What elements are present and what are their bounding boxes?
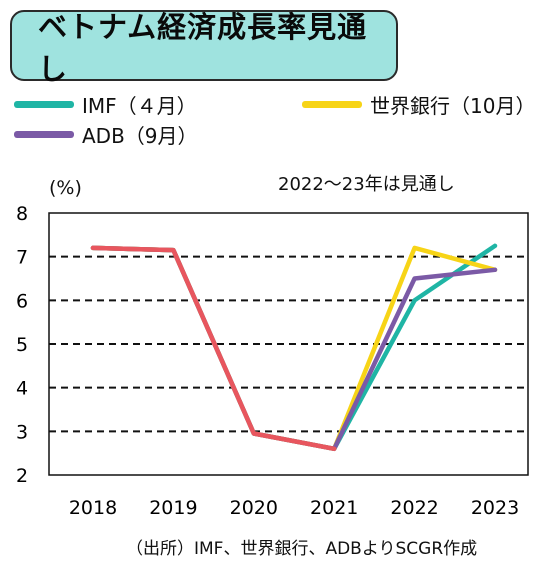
legend-swatch-world-bank (302, 100, 362, 108)
series-line-2 (90, 245, 498, 452)
legend-swatch-adb (14, 130, 74, 138)
y-tick-label: 8 (16, 203, 28, 225)
legend-item-adb: ADB（9月） (14, 122, 198, 148)
title-banner: ベトナム経済成長率見通し (10, 10, 398, 86)
series-lines (90, 243, 498, 452)
axis-labels: 8 7 6 5 4 3 2 2018 2019 2020 2021 2022 2023 (16, 203, 519, 519)
y-tick-label: 6 (16, 290, 28, 312)
x-tick-label: 2023 (471, 497, 519, 519)
x-tick-label: 2019 (149, 497, 197, 519)
plot-frame (48, 212, 529, 476)
y-tick-label: 7 (16, 247, 28, 269)
y-tick-label: 3 (16, 421, 28, 443)
legend-label-world-bank: 世界銀行（10月） (370, 93, 536, 118)
y-tick-label: 5 (16, 334, 28, 356)
legend-item-world-bank: 世界銀行（10月） (302, 92, 536, 118)
legend-label-imf: IMF（４月） (82, 93, 197, 118)
x-tick-label: 2018 (69, 497, 117, 519)
forecast-note: 2022～23年は見通し (278, 174, 455, 195)
series-line-3 (90, 245, 337, 452)
y-tick-label: 4 (16, 378, 28, 400)
chart-title: ベトナム経済成長率見通し (38, 9, 368, 86)
legend-label-adb: ADB（9月） (82, 123, 198, 148)
x-tick-label: 2022 (390, 497, 438, 519)
x-tick-label: 2021 (310, 497, 358, 519)
y-tick-label: 2 (16, 465, 28, 487)
y-axis-unit: (%) (49, 177, 82, 199)
legend-swatch-imf (14, 100, 74, 108)
grid-lines (49, 255, 528, 433)
source-note: （出所）IMF、世界銀行、ADBよりSCGR作成 (126, 539, 478, 559)
legend-item-imf: IMF（４月） (14, 92, 197, 118)
x-tick-label: 2020 (230, 497, 278, 519)
